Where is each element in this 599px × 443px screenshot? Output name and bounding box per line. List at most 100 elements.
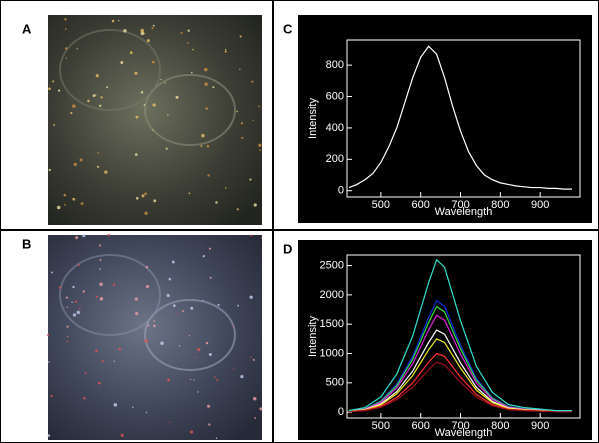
speckle [72,197,76,201]
speckle [194,356,196,358]
x-tick-label: 900 [531,199,549,211]
x-tick-label: 700 [451,420,469,432]
speckle [216,379,219,382]
speckle [236,110,239,113]
speckle [72,285,75,289]
speckle [261,237,263,239]
speckle [201,133,205,138]
speckle [47,434,51,437]
speckle [140,31,145,36]
speckle [98,381,101,385]
speckle [202,299,204,302]
speckle [95,295,99,298]
speckle [259,407,263,411]
speckles [46,18,263,439]
speckle [197,347,201,352]
speckle [64,203,66,206]
speckle [123,29,127,33]
speckle [240,122,244,125]
y-axis-label: Intensity [307,98,319,139]
cell [59,254,161,336]
speckle [66,325,69,328]
speckle [164,81,166,84]
y-axis-label: Intensity [307,316,319,357]
speckle [72,313,77,317]
speckle [144,192,147,196]
speckle [78,307,81,310]
speckle [50,395,53,398]
speckle [160,341,164,345]
spectrum-line [348,361,573,413]
speckle [204,67,208,72]
speckle [239,35,242,38]
speckle [141,194,145,198]
speckle [113,403,118,407]
speckle [65,57,68,59]
speckle [204,82,208,86]
speckle [56,205,61,210]
speckle [206,144,210,148]
speckle [187,29,190,32]
speckle [120,433,124,437]
speckle [152,129,154,131]
spectrum-line [348,258,573,412]
speckle [82,233,86,238]
speckle [106,86,109,89]
speckle [92,94,96,98]
speckle [76,310,80,315]
micrograph-a [48,15,262,225]
speckle [145,411,148,414]
speckle [208,423,211,426]
speckle [152,103,156,107]
speckle [152,24,155,27]
speckle [153,320,156,322]
speckle [166,293,170,298]
speckle [208,247,212,250]
speckle [197,391,199,393]
speckle [48,361,50,363]
speckle [240,374,244,379]
plot-frame [346,254,581,419]
speckle [236,208,239,211]
speckle [135,115,139,119]
speckle [65,296,69,299]
speckle [209,276,212,279]
speckle [48,168,51,172]
speckle [239,68,241,70]
speckle [175,95,179,99]
speckle [135,197,139,200]
speckle [147,324,150,327]
speckle [107,233,110,237]
y-tick-label: 0 [338,185,344,197]
panel-label: C [283,21,293,36]
speckle [95,74,99,78]
panel-label: A [22,21,32,36]
speckle [64,18,67,21]
speckle [192,48,194,51]
speckle [254,417,257,420]
speckle [70,111,73,115]
speckle [63,193,67,197]
speckle [118,347,122,351]
speckle [134,297,138,301]
speckle [171,260,175,264]
speckle [140,28,144,33]
speckle [83,396,86,400]
speckle [180,31,183,34]
y-tick-label: 1500 [320,318,344,330]
speckle [79,158,83,162]
speckle [58,286,62,289]
x-tick-label: 800 [491,420,509,432]
panel-label: B [22,236,31,251]
speckle [95,94,97,96]
y-tick-label: 200 [326,153,344,165]
speckle [214,376,216,378]
speckle [135,312,139,316]
y-tick-label: 500 [326,377,344,389]
speckle [71,301,73,303]
speckle [225,187,227,189]
speckle [165,147,168,150]
speckle [207,404,211,408]
speckle [65,47,68,50]
speckle [99,297,104,301]
